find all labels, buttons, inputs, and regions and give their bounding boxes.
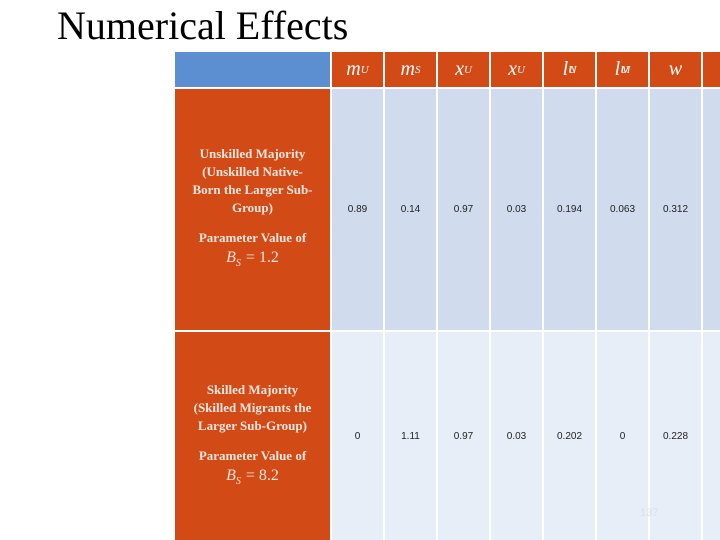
parameter-text: Parameter Value of: [198, 447, 307, 463]
header-subscript: U: [463, 63, 472, 76]
header-subscript: U: [360, 63, 369, 76]
header-symbol: x: [508, 58, 517, 80]
header-symbol: m: [400, 58, 415, 80]
formula-symbol: BS: [226, 466, 241, 488]
value-cell: 0.194: [544, 89, 595, 330]
header-subscript: U: [516, 63, 525, 76]
value-cell: 0: [332, 332, 383, 540]
value-cell: 0: [597, 332, 648, 540]
value-cell: 0.03: [491, 332, 542, 540]
header-subscript: S: [414, 63, 421, 76]
parameter-text: Parameter Value of: [198, 230, 307, 246]
value-cell: 0.03: [491, 89, 542, 330]
header-superscript: M: [621, 63, 631, 76]
label-line: Unskilled Majority: [199, 146, 306, 162]
value-cell: 1.: [703, 89, 720, 330]
formula-subscript: S: [235, 476, 241, 488]
label-line: Skilled Majority: [206, 381, 299, 397]
formula-subscript: S: [235, 258, 241, 270]
value-cell: 0.89: [332, 89, 383, 330]
value-cell: 1.11: [385, 332, 436, 540]
label-line: (Unskilled Native-: [202, 164, 303, 180]
label-line: (Skilled Migrants the: [193, 399, 312, 415]
formula-value: = 8.2: [245, 466, 279, 484]
label-line: Born the Larger Sub-: [192, 182, 313, 198]
slide-title: Numerical Effects: [57, 3, 349, 48]
row-label: Unskilled Majority (Unskilled Native- Born…: [175, 89, 330, 330]
header-superscript: N: [569, 63, 577, 76]
row-label: Skilled Majority (Skilled Migrants the Lar…: [175, 332, 330, 540]
header-symbol: l: [614, 58, 621, 80]
value-cell: 0.228: [650, 332, 701, 540]
formula-symbol: BS: [226, 249, 241, 270]
header-corner: [175, 52, 330, 87]
header-symbol: l: [562, 58, 569, 80]
label-line: Larger Sub-Group): [198, 417, 307, 433]
header-subscript: U: [568, 63, 577, 76]
formula: BS = 1.2: [226, 249, 279, 273]
value-cell: 0.97: [438, 332, 489, 540]
value-cell: 0.14: [385, 89, 436, 330]
column-header: l: [703, 52, 720, 87]
header-symbol: w: [668, 58, 683, 80]
value-cell: 0.202: [544, 332, 595, 540]
column-header: w: [650, 52, 701, 87]
value-cell: 2.: [703, 332, 720, 540]
header-symbol: x: [455, 58, 464, 80]
formula: BS = 8.2: [226, 467, 279, 491]
formula-value: = 1.2: [245, 249, 279, 267]
label-line: Group): [232, 200, 273, 216]
value-cell: 0.312: [650, 89, 701, 330]
value-cell: 0.97: [438, 89, 489, 330]
header-symbol: m: [346, 58, 361, 80]
page-number: 137: [640, 507, 659, 519]
header-subscript: U: [620, 63, 629, 76]
value-cell: 0.063: [597, 89, 648, 330]
